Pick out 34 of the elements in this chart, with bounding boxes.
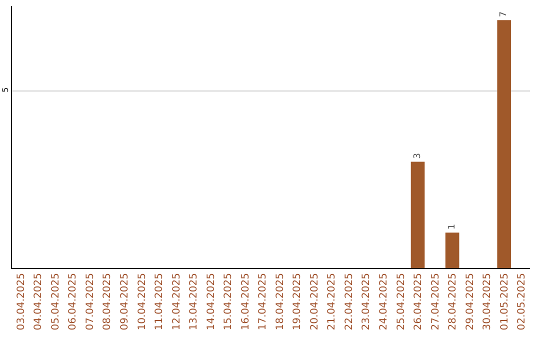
x-tick-label: 28.04.2025 bbox=[448, 273, 459, 330]
x-tick-label: 03.04.2025 bbox=[16, 273, 27, 330]
x-tick-label: 07.04.2025 bbox=[84, 273, 96, 330]
x-tick-label: 13.04.2025 bbox=[188, 273, 200, 330]
x-tick-label: 05.04.2025 bbox=[50, 273, 62, 330]
data-label: 1 bbox=[447, 224, 458, 230]
x-tick-label: 04.04.2025 bbox=[33, 273, 44, 330]
data-label: 7 bbox=[499, 11, 510, 18]
x-tick-label: 18.04.2025 bbox=[274, 273, 286, 330]
x-tick-label: 22.04.2025 bbox=[344, 273, 355, 330]
data-label: 3 bbox=[412, 153, 423, 159]
x-tick-label: 02.05.2025 bbox=[516, 273, 528, 330]
x-tick-label: 01.05.2025 bbox=[499, 273, 510, 330]
x-tick-label: 29.04.2025 bbox=[464, 273, 476, 330]
x-tick-label: 17.04.2025 bbox=[258, 273, 269, 330]
x-tick-label: 20.04.2025 bbox=[309, 273, 320, 330]
x-tick-label: 15.04.2025 bbox=[223, 273, 234, 330]
x-tick-label: 21.04.2025 bbox=[326, 273, 338, 330]
x-tick-label: 08.04.2025 bbox=[102, 273, 114, 330]
x-tick-label: 26.04.2025 bbox=[413, 273, 424, 330]
x-tick-label: 27.04.2025 bbox=[430, 273, 442, 330]
x-tick-label: 11.04.2025 bbox=[154, 273, 166, 330]
x-tick-label: 12.04.2025 bbox=[171, 273, 182, 330]
x-tick-label: 06.04.2025 bbox=[68, 273, 79, 330]
x-tick-label: 10.04.2025 bbox=[136, 273, 148, 330]
y-tick-label: 5 bbox=[0, 87, 10, 92]
x-tick-label: 14.04.2025 bbox=[206, 273, 217, 330]
x-tick-label: 19.04.2025 bbox=[292, 273, 304, 330]
x-tick-label: 09.04.2025 bbox=[119, 273, 130, 330]
x-tick-label: 24.04.2025 bbox=[378, 273, 390, 330]
x-tick-label: 25.04.2025 bbox=[396, 273, 407, 330]
x-tick-label: 16.04.2025 bbox=[240, 273, 252, 330]
x-tick-label: 30.04.2025 bbox=[482, 273, 494, 330]
x-tick-label: 23.04.2025 bbox=[361, 273, 372, 330]
